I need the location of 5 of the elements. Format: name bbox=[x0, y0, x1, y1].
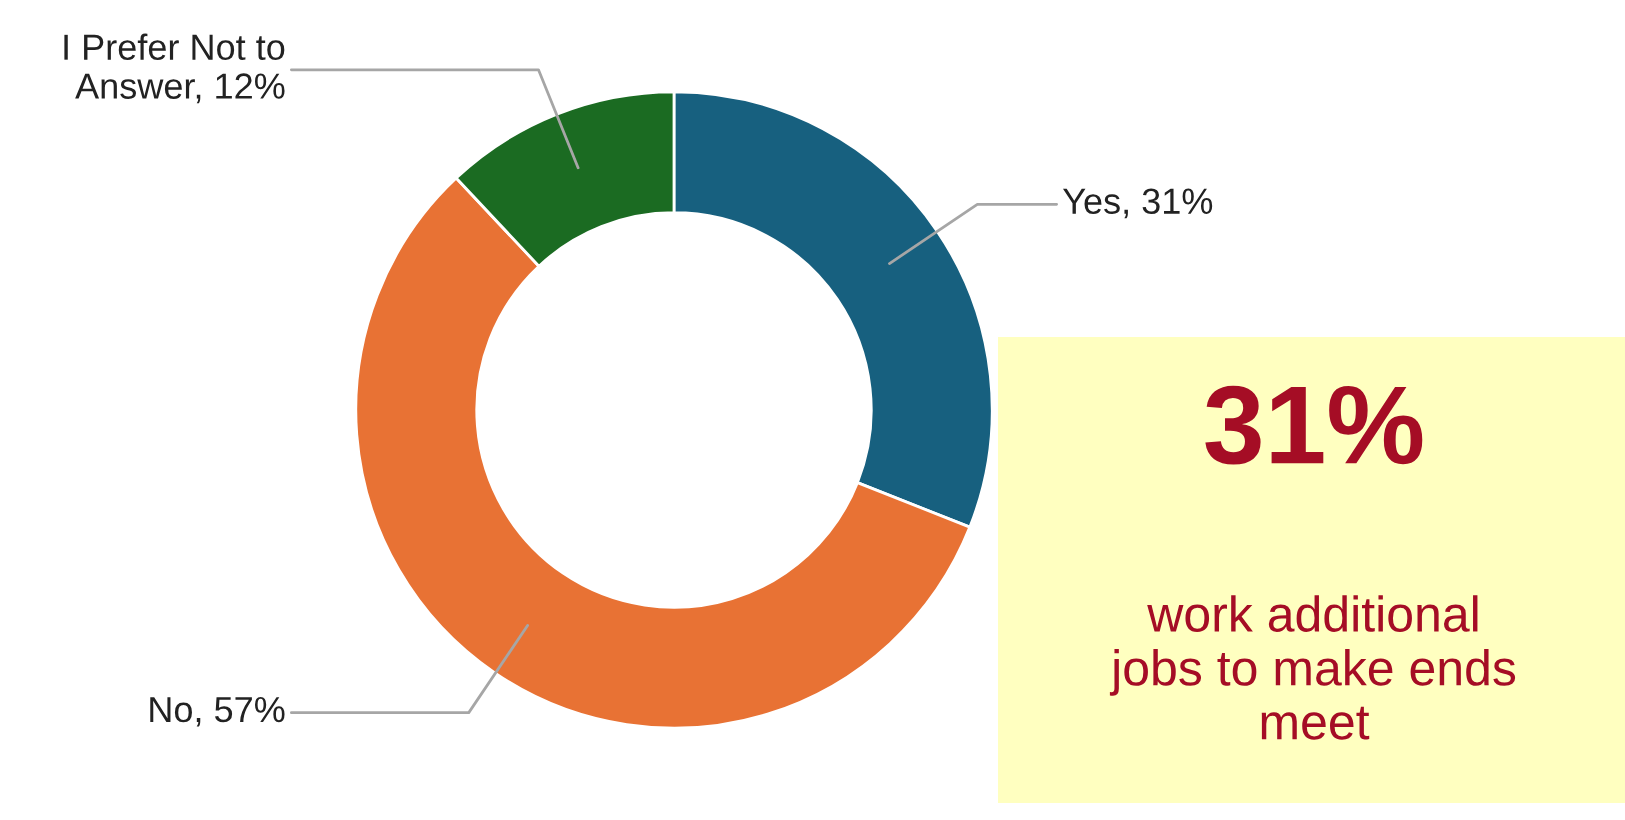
slice-label: Yes, 31% bbox=[1062, 188, 1213, 219]
slice-label: No, 57% bbox=[150, 696, 285, 727]
slice-label: I Prefer Not to Answer, 12% bbox=[64, 33, 285, 104]
text: work additional jobs to make ends meet bbox=[1109, 595, 1516, 740]
data-label: 31% bbox=[1205, 385, 1423, 465]
